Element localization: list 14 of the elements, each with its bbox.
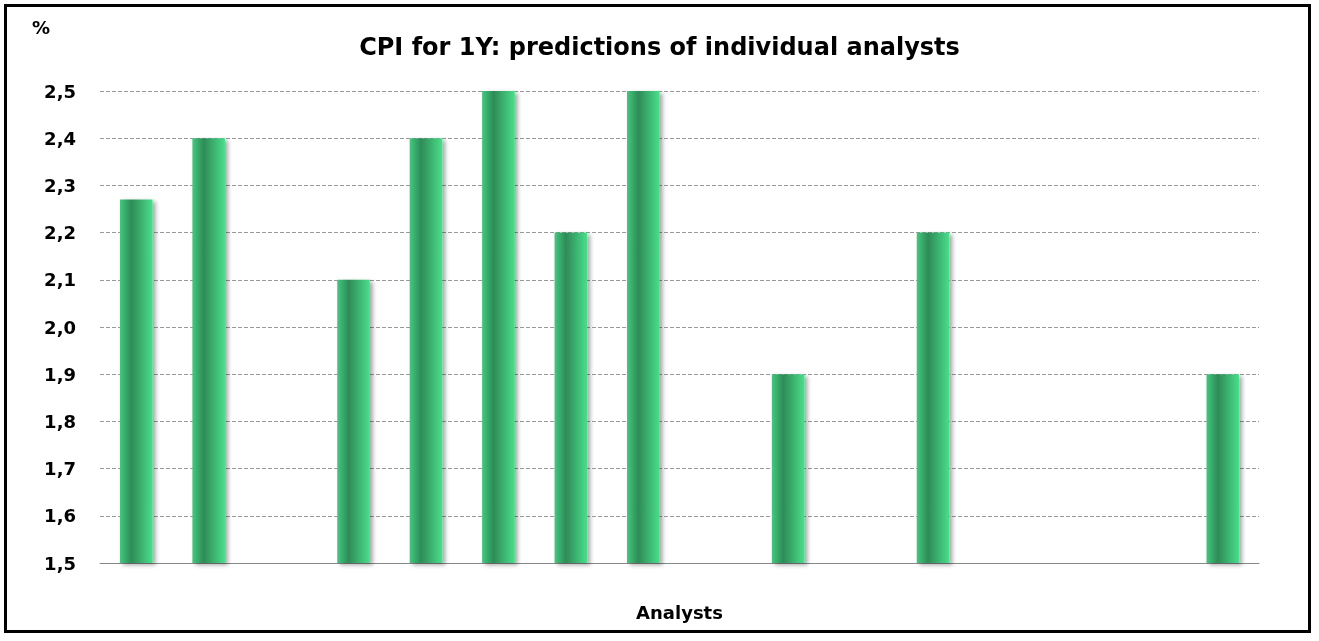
y-tick-label: 2,0 [44, 316, 76, 338]
y-tick-label: 1,5 [44, 552, 76, 574]
x-axis-title: Analysts [636, 601, 723, 623]
chart-title: CPI for 1Y: predictions of individual analysts [359, 33, 960, 61]
y-axis-title: % [31, 16, 50, 38]
y-tick-label: 1,8 [44, 410, 76, 432]
y-tick-label: 1,6 [44, 505, 76, 527]
y-tick-label: 2,1 [44, 269, 76, 291]
y-tick-label: 1,9 [44, 363, 76, 385]
y-tick-label: 2,3 [44, 174, 76, 196]
y-tick-label: 2,2 [44, 222, 76, 244]
y-tick-label: 1,7 [44, 458, 76, 480]
y-tick-label: 2,4 [44, 127, 76, 149]
y-tick-label: 2,5 [44, 80, 76, 102]
